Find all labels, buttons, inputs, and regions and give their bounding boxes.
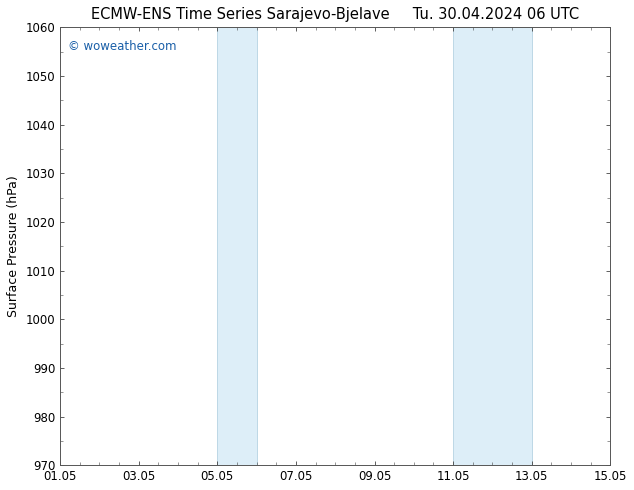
Bar — [217, 27, 257, 465]
Text: © woweather.com: © woweather.com — [68, 40, 177, 53]
Y-axis label: Surface Pressure (hPa): Surface Pressure (hPa) — [7, 175, 20, 317]
Title: ECMW-ENS Time Series Sarajevo-Bjelave     Tu. 30.04.2024 06 UTC: ECMW-ENS Time Series Sarajevo-Bjelave Tu… — [91, 7, 579, 22]
Bar — [453, 27, 532, 465]
